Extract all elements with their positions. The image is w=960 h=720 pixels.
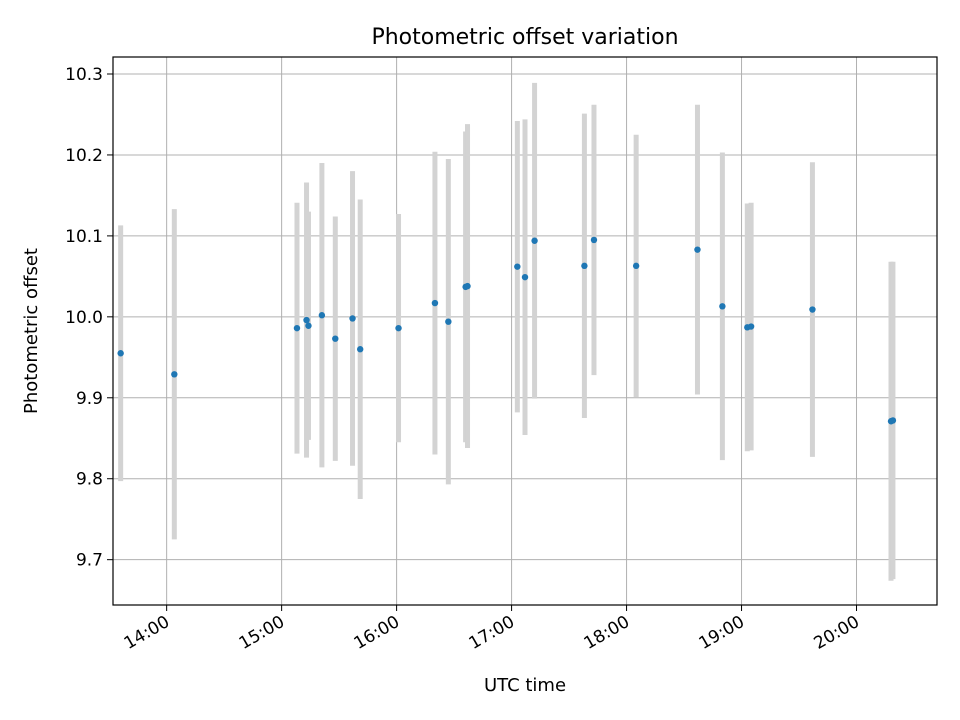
y-tick-label: 10.3	[65, 65, 103, 85]
data-point	[117, 350, 124, 357]
data-point	[521, 273, 529, 281]
y-axis-ticks: 9.7 9.8 9.9 10.0 10.1 10.2 10.3	[65, 65, 113, 571]
data-point	[293, 324, 301, 332]
y-tick-label: 10.1	[65, 227, 103, 247]
data-point	[305, 322, 312, 329]
data-point	[694, 246, 701, 253]
plot-frame	[112, 56, 938, 606]
data-point	[395, 324, 402, 332]
data-point	[809, 306, 816, 313]
data-point	[318, 312, 326, 319]
chart-title: Photometric offset variation	[371, 25, 678, 50]
data-point	[332, 335, 339, 342]
data-point	[349, 315, 356, 322]
x-axis-label: UTC time	[484, 675, 566, 696]
data-point	[464, 282, 471, 290]
data-point	[514, 263, 521, 270]
data-points	[117, 236, 897, 425]
y-axis-label: Photometric offset	[21, 248, 42, 414]
data-point	[581, 262, 588, 270]
data-point	[445, 318, 452, 325]
y-tick-label: 9.9	[76, 389, 103, 409]
data-point	[531, 237, 538, 244]
data-point	[632, 262, 640, 270]
data-point	[303, 316, 310, 324]
y-tick-label: 9.8	[76, 470, 103, 490]
data-point	[431, 299, 439, 307]
data-point	[747, 323, 755, 330]
data-point	[590, 236, 598, 244]
y-tick-label: 9.7	[76, 551, 103, 571]
y-tick-label: 10.0	[65, 308, 103, 328]
data-point	[171, 371, 178, 378]
y-tick-label: 10.2	[65, 146, 103, 166]
data-point	[357, 346, 364, 353]
data-point	[719, 303, 726, 310]
data-point	[889, 417, 897, 424]
